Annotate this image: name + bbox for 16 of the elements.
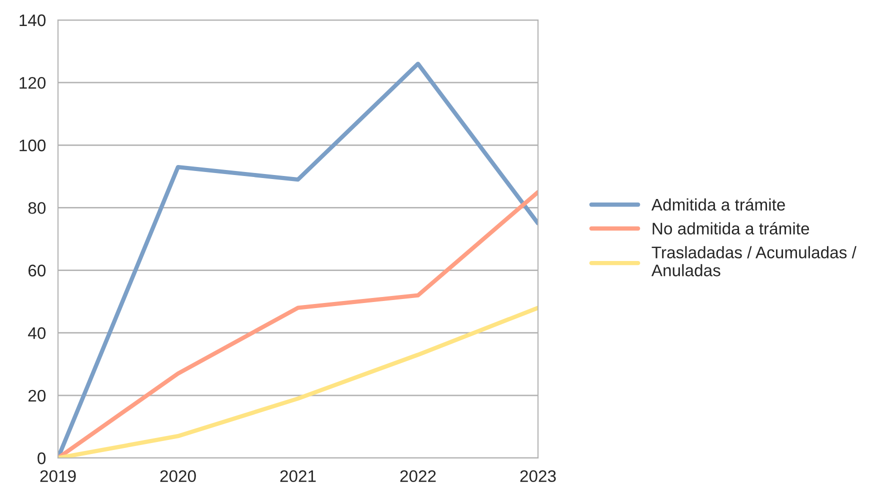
x-tick-label: 2022	[400, 470, 436, 482]
x-tick-label: 2019	[40, 470, 76, 482]
y-tick-label: 40	[28, 327, 46, 340]
y-tick-label: 80	[28, 202, 46, 214]
legend-label: Trasladadas / Acumuladas / Anuladas	[651, 246, 856, 276]
y-tick-label: 120	[20, 76, 46, 89]
y-tick-label: 60	[28, 264, 46, 276]
y-tick-label: 140	[20, 14, 46, 26]
y-tick-label: 100	[20, 140, 46, 152]
x-tick-label: 2023	[520, 470, 556, 482]
y-tick-label: 20	[28, 390, 46, 402]
x-tick-label: 2020	[160, 470, 196, 482]
y-tick-label: 0	[38, 452, 46, 464]
legend-label: No admitida a trámite	[652, 222, 810, 234]
legend-label: Admitida a trámite	[651, 198, 785, 211]
x-tick-label: 2021	[280, 470, 316, 482]
